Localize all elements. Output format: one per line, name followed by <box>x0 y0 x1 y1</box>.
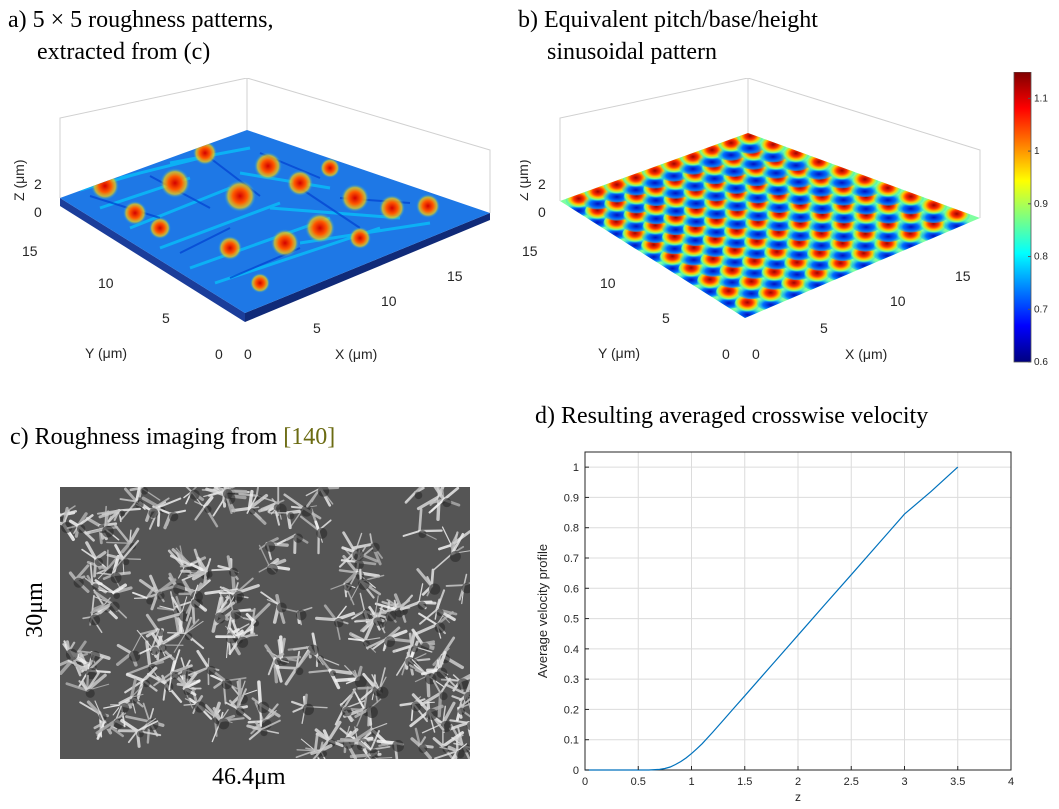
slab-front-right <box>245 213 490 322</box>
caption-a-line2: extracted from (c) <box>37 39 211 65</box>
y-tick-label: 1 <box>573 462 579 474</box>
caption-c-text: c) Roughness imaging from <box>10 424 284 450</box>
colorbar-tick-label: 1.1 <box>1034 93 1048 104</box>
x-tick-label: 0.5 <box>631 776 646 788</box>
x-tick: 5 <box>820 320 828 336</box>
x-tick: 15 <box>447 268 463 284</box>
z-tick: 0 <box>34 204 42 220</box>
sinusoidal-surface-3d-plot: 2 0 Z (μm) 15 10 5 0 Y (μm) 0 5 10 15 X … <box>520 78 981 363</box>
colorbar-tick-label: 1 <box>1034 146 1040 157</box>
y-tick: 10 <box>600 275 616 291</box>
y-tick: 10 <box>98 275 114 291</box>
x-tick-label: 3 <box>901 776 907 788</box>
roughness-sem-image <box>60 487 470 759</box>
caption-c: c) Roughness imaging from [140] <box>10 423 335 451</box>
x-tick-label: 3.5 <box>950 776 965 788</box>
y-axis-label: Y (μm) <box>598 345 640 361</box>
x-tick: 5 <box>313 320 321 336</box>
y-tick-label: 0.9 <box>564 492 579 504</box>
axes-box <box>559 78 981 218</box>
y-tick-label: 0.6 <box>564 583 579 595</box>
y-tick: 0 <box>215 346 223 362</box>
axis-labels: 2 0 Z (μm) 15 10 5 0 Y (μm) 0 5 10 15 X … <box>520 160 971 363</box>
axes-box <box>59 78 491 213</box>
caption-a-line1: a) 5 × 5 roughness patterns, <box>8 7 274 33</box>
y-axis-label: Y (μm) <box>85 345 127 361</box>
colorbar-tick-label: 0.7 <box>1034 304 1048 315</box>
x-tick-label: 4 <box>1008 776 1014 788</box>
chart-grid <box>584 452 1012 771</box>
x-tick: 10 <box>890 293 906 309</box>
x-axis-label: z <box>795 790 801 804</box>
x-tick-label: 1 <box>688 776 694 788</box>
y-tick-label: 0.4 <box>564 644 579 656</box>
surface-bumps <box>564 133 971 318</box>
x-tick: 10 <box>381 293 397 309</box>
x-tick-labels: 0 0.5 1 1.5 2 2.5 3 3.5 4 <box>582 766 1014 788</box>
z-tick: 2 <box>34 176 42 192</box>
y-tick-label: 0.5 <box>564 614 579 626</box>
caption-d: d) Resulting averaged crosswise velocity <box>535 403 929 429</box>
x-axis-label: X (μm) <box>845 346 887 362</box>
caption-c-citation[interactable]: [140] <box>283 424 336 450</box>
z-tick: 2 <box>538 176 546 192</box>
slab-front-left <box>60 198 245 322</box>
velocity-profile-chart: 0 0.5 1 1.5 2 2.5 3 3.5 4 0 0.1 0.2 0.3 0.4 0.5 0.6 0.7… <box>535 451 1014 804</box>
x-tick-label: 0 <box>582 776 588 788</box>
y-tick: 5 <box>162 310 170 326</box>
x-axis-label: X (μm) <box>335 346 377 362</box>
y-axis-label: Average velocity profile <box>535 544 550 678</box>
y-tick-label: 0.7 <box>564 553 579 565</box>
caption-b-line1: b) Equivalent pitch/base/height <box>518 7 818 33</box>
y-tick: 0 <box>722 346 730 362</box>
x-tick-label: 2 <box>795 776 801 788</box>
y-tick: 5 <box>662 310 670 326</box>
colorbar-ticks: 0.6 0.7 0.8 0.9 1 1.1 <box>1028 93 1048 368</box>
z-axis-label: Z (μm) <box>520 160 531 202</box>
rough-surface-3d-plot: 2 0 Z (μm) 15 10 5 0 Y (μm) 0 5 10 15 X … <box>11 78 491 363</box>
y-tick: 15 <box>22 243 38 259</box>
y-tick-label: 0.2 <box>564 704 579 716</box>
surface-texture <box>79 141 440 293</box>
y-tick-label: 0 <box>573 765 579 777</box>
x-tick: 0 <box>752 346 760 362</box>
colorbar: 0.6 0.7 0.8 0.9 1 1.1 <box>1013 72 1048 368</box>
z-tick: 0 <box>538 204 546 220</box>
y-tick-label: 0.8 <box>564 523 579 535</box>
series-line <box>585 466 959 771</box>
x-tick: 0 <box>244 346 252 362</box>
colorbar-tick-label: 0.8 <box>1034 252 1048 263</box>
y-tick: 15 <box>522 243 538 259</box>
colorbar-gradient <box>1013 72 1032 363</box>
x-tick-label: 1.5 <box>737 776 752 788</box>
axis-labels: 2 0 Z (μm) 15 10 5 0 Y (μm) 0 5 10 15 X … <box>11 160 463 363</box>
y-tick-label: 0.3 <box>564 674 579 686</box>
x-tick: 15 <box>955 268 971 284</box>
z-axis-label: Z (μm) <box>11 160 27 202</box>
colorbar-tick-label: 0.9 <box>1034 199 1048 210</box>
colorbar-tick-label: 0.6 <box>1034 357 1048 368</box>
sem-height-label: 30μm <box>22 582 48 638</box>
sem-width-label: 46.4μm <box>212 764 286 790</box>
y-tick-labels: 0 0.1 0.2 0.3 0.4 0.5 0.6 0.7 0.8 0.9 1 <box>564 462 589 777</box>
x-tick-label: 2.5 <box>844 776 859 788</box>
y-tick-label: 0.1 <box>564 735 579 747</box>
caption-b-line2: sinusoidal pattern <box>547 39 717 65</box>
